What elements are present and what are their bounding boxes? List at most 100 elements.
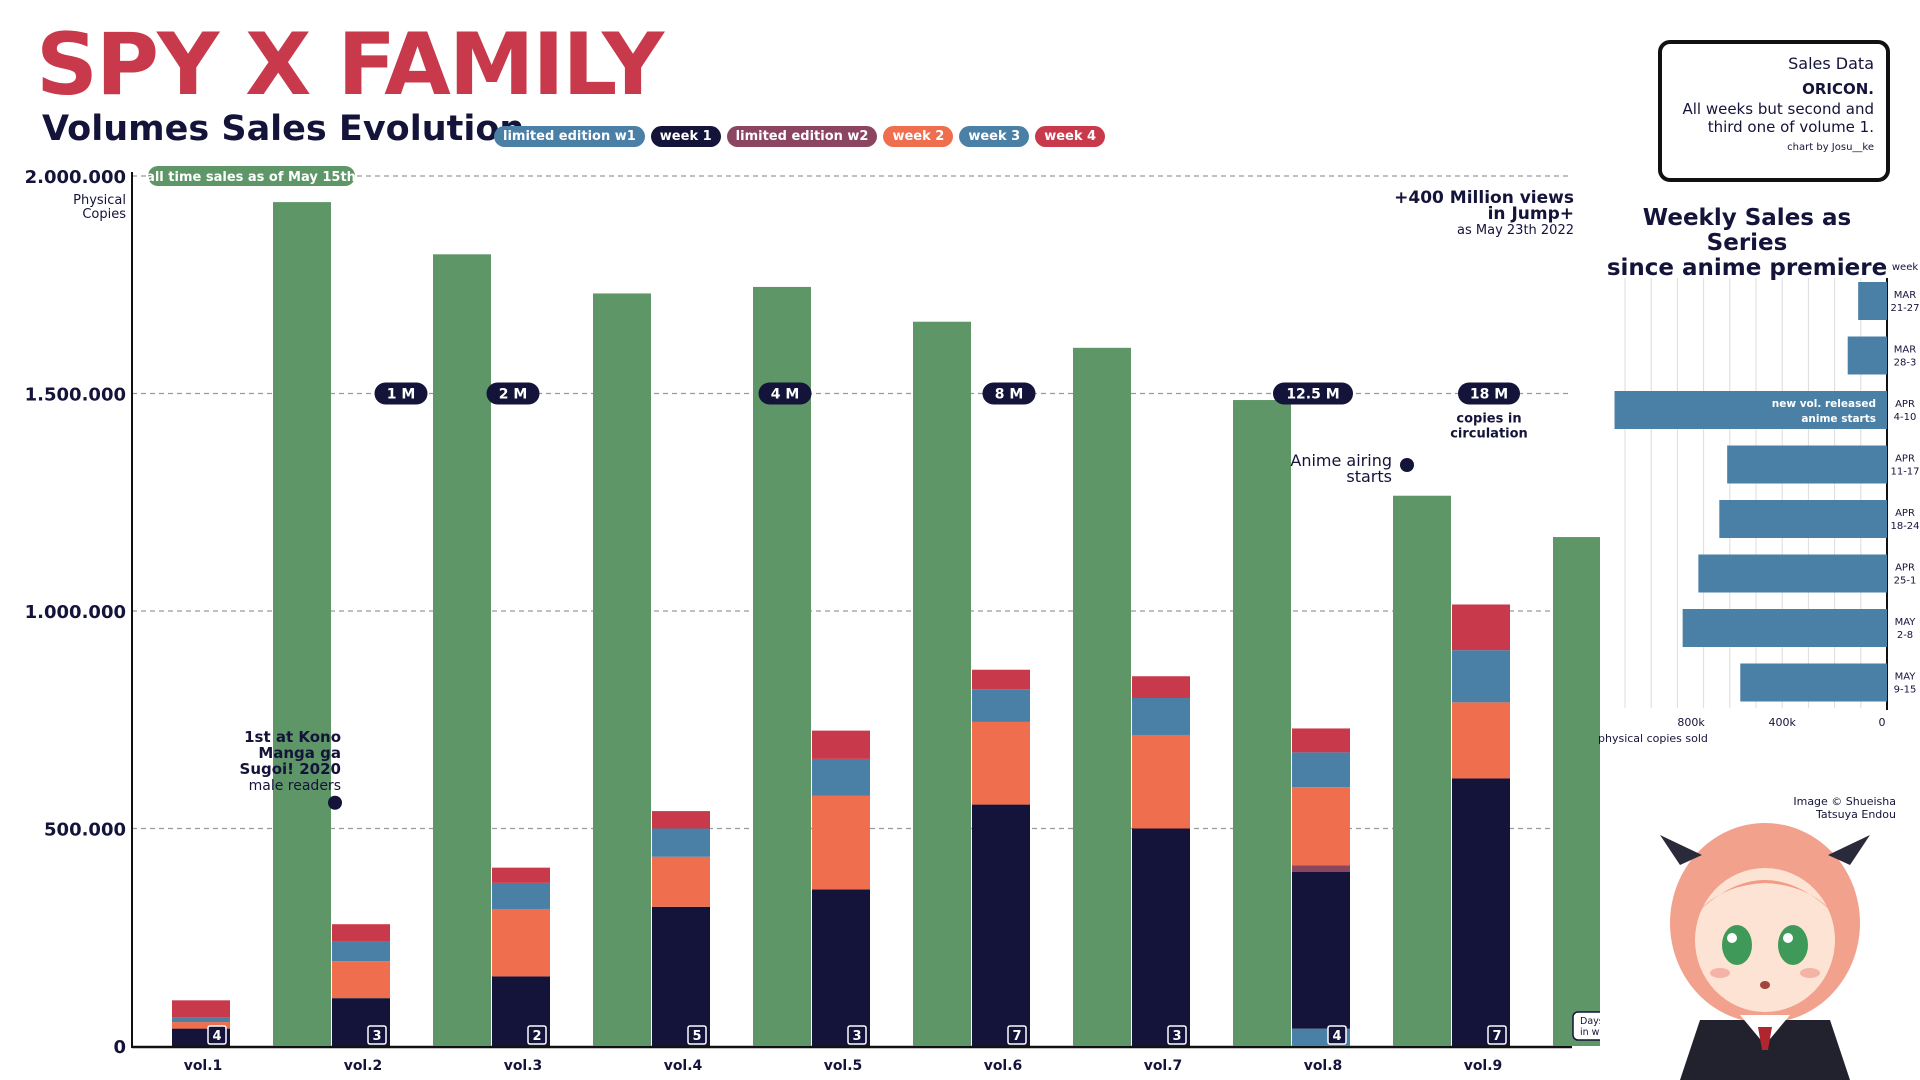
days-on-sale-value: 4 <box>212 1029 221 1044</box>
side-note: anime starts <box>1801 413 1876 425</box>
side-cat-days: 2-8 <box>1897 630 1913 641</box>
side-bar <box>1740 663 1887 702</box>
stacked-bar-week4 <box>1452 604 1510 651</box>
all-time-bar <box>1393 495 1451 1047</box>
side-bar <box>1727 445 1887 484</box>
page-subtitle: Volumes Sales Evolution <box>42 109 525 149</box>
all-time-bar <box>273 202 331 1047</box>
side-note: new vol. released <box>1772 398 1876 410</box>
stacked-bar-week4 <box>1132 676 1190 698</box>
stacked-bar-week4 <box>1292 728 1350 753</box>
stacked-bar-week2 <box>1452 702 1510 779</box>
milestone-label: 12.5 M <box>1286 387 1339 403</box>
legend-item-5: week 4 <box>1035 126 1106 147</box>
stacked-bar-week1 <box>1292 872 1350 1029</box>
all-time-bar <box>593 293 651 1046</box>
days-on-sale-box <box>687 1025 707 1045</box>
all-time-bar <box>753 286 811 1046</box>
side-x-axis-label: physical copies sold <box>1598 732 1708 745</box>
info-note: All weeks but second and third one of vo… <box>1682 100 1874 136</box>
stacked-bar-week3 <box>652 828 710 857</box>
all-time-label-pill <box>148 166 355 186</box>
y-tick-label: 1.000.000 <box>25 602 126 623</box>
info-heading: Sales Data <box>1788 54 1874 73</box>
stacked-bar-week4 <box>972 669 1030 690</box>
annotation-jump: as May 23th 2022 <box>1457 223 1574 238</box>
legend-item-0: limited edition w1 <box>494 126 645 147</box>
milestone-pill <box>486 382 540 405</box>
legend-item-2: limited edition w2 <box>726 126 878 147</box>
anya-character-illustration <box>1660 823 1870 1080</box>
side-chart-title-line1: Weekly Sales as Series <box>1642 205 1852 256</box>
stacked-bar-week2 <box>492 908 550 977</box>
days-on-sale-value: 3 <box>372 1029 381 1044</box>
y-tick-label: 1.500.000 <box>25 385 126 406</box>
milestone-label: 1 M <box>387 387 416 403</box>
days-on-sale-value: 3 <box>852 1029 861 1044</box>
annotation-kono-manga: male readers <box>249 778 341 794</box>
page-title: SPY X FAMILY <box>36 15 664 115</box>
annotation-dot <box>1400 458 1414 472</box>
days-on-sale-box <box>1487 1025 1507 1045</box>
side-cat-days: 21-27 <box>1890 303 1919 314</box>
days-on-sale-box <box>1007 1025 1027 1045</box>
stacked-bar-week3 <box>1452 650 1510 703</box>
all-time-bar <box>1073 347 1131 1046</box>
days-on-sale-box <box>1167 1025 1187 1045</box>
stacked-bar-week1 <box>972 804 1030 1046</box>
side-cat-days: 28-3 <box>1894 358 1917 369</box>
stacked-bar-week3 <box>1132 698 1190 735</box>
legend-item-4: week 3 <box>959 126 1030 147</box>
side-cat-days: 4-10 <box>1894 412 1917 423</box>
y-axis-label: Physical <box>73 193 126 208</box>
days-label-box <box>1572 1011 1600 1041</box>
volume-sales-chart: 0 500.000 1.000.000 1.500.000 2.000.000 Physi… <box>25 166 1600 1074</box>
all-time-bar <box>1553 537 1600 1046</box>
y-axis-label: Copies <box>82 207 126 222</box>
image-credit: Image © Shueisha Tatsuya Endou <box>1740 795 1896 821</box>
days-on-sale-value: 7 <box>1012 1029 1021 1044</box>
stacked-bar-week2 <box>1132 734 1190 829</box>
legend-item-1: week 1 <box>650 126 721 147</box>
milestone-pill <box>982 382 1036 405</box>
side-cat-month: MAY <box>1895 617 1917 628</box>
side-chart-title: Weekly Sales as Series since anime premi… <box>1600 206 1894 281</box>
side-cat-month: APR <box>1895 508 1915 519</box>
side-chart-title-line2: since anime premiere <box>1606 255 1888 281</box>
credit-line2: Tatsuya Endou <box>1815 808 1896 821</box>
side-cat-month: APR <box>1895 454 1915 465</box>
stacked-bar-week3 <box>332 941 390 962</box>
annotation-dot <box>328 795 342 810</box>
all-time-bar <box>1233 400 1291 1046</box>
side-bar <box>1698 554 1887 593</box>
days-on-sale-value: 4 <box>1332 1029 1341 1044</box>
milestone-label: 2 M <box>499 387 528 403</box>
copies-note: copies in <box>1456 412 1521 427</box>
stacked-bar-week2 <box>812 795 870 890</box>
stacked-bar-week2 <box>172 1022 230 1029</box>
x-tick-label: vol.7 <box>1144 1058 1183 1074</box>
stacked-bar-week2 <box>332 961 390 999</box>
days-on-sale-box <box>847 1025 867 1045</box>
stacked-bar-week4 <box>812 730 870 759</box>
side-cat-days: 25-1 <box>1894 576 1917 587</box>
side-cat-month: MAY <box>1895 672 1917 683</box>
side-bar <box>1858 282 1887 320</box>
y-tick-label: 2.000.000 <box>25 167 126 188</box>
side-cat-days: 18-24 <box>1890 521 1919 532</box>
milestone-label: 4 M <box>771 387 800 403</box>
annotation-jump: +400 Million views <box>1394 188 1574 208</box>
x-tick-label: vol.1 <box>184 1058 223 1074</box>
milestone-label: 18 M <box>1470 387 1508 403</box>
stacked-bar-week4 <box>652 811 710 829</box>
side-x-tick-label: 400k <box>1769 716 1797 729</box>
days-on-sale-value: 7 <box>1492 1029 1501 1044</box>
stacked-bar-week3 <box>492 882 550 909</box>
days-on-sale-box <box>207 1025 227 1045</box>
stacked-bar-week1 <box>1132 828 1190 1046</box>
side-bar <box>1614 391 1887 429</box>
milestone-pill <box>374 382 428 405</box>
side-x-tick-label: 0 <box>1879 716 1886 729</box>
side-cat-month: APR <box>1895 399 1915 410</box>
